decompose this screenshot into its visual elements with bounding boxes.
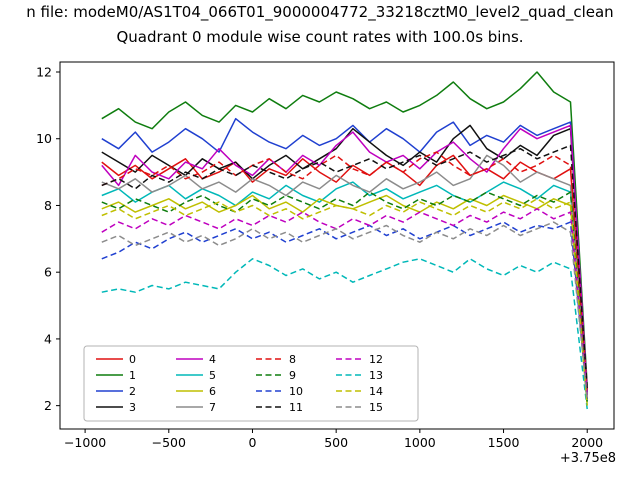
series-line-5 [101,181,588,403]
y-tick-label: 6 [44,265,52,280]
series-line-13 [101,258,588,410]
legend-label-6: 6 [209,385,216,398]
series-line-10 [101,221,588,400]
legend-label-0: 0 [129,353,136,366]
series-line-12 [101,208,588,396]
series-line-11 [101,144,588,390]
legend-label-7: 7 [209,401,216,414]
y-tick-label: 12 [36,65,52,80]
series-line-4 [101,124,588,390]
figure-suptitle-filename: n file: modeM0/AS1T04_066T01_9000004772_… [26,3,614,21]
series-line-1 [101,71,588,386]
series-line-0 [101,154,588,400]
legend-label-14: 14 [369,385,383,398]
x-tick-label: 1000 [404,435,436,450]
y-tick-label: 10 [36,131,52,146]
x-tick-label: 1500 [488,435,520,450]
legend-label-5: 5 [209,369,216,382]
legend-label-3: 3 [129,401,136,414]
legend-box [83,345,419,422]
series-line-9 [101,191,588,403]
legend-label-10: 10 [289,385,303,398]
legend-label-1: 1 [129,369,136,382]
series-line-2 [101,117,588,393]
axes-title: Quadrant 0 module wise count rates with … [116,28,524,46]
legend-label-4: 4 [209,353,216,366]
y-tick-label: 2 [44,398,52,413]
axes-frame [59,61,615,430]
legend-label-2: 2 [129,385,136,398]
series-line-7 [101,154,588,396]
series-line-14 [101,198,588,406]
x-tick-label: 0 [249,435,257,450]
x-tick-label: −1000 [64,435,106,450]
legend-label-15: 15 [369,401,383,414]
y-tick-label: 4 [44,331,52,346]
x-tick-label: −500 [152,435,186,450]
legend-label-8: 8 [289,353,296,366]
series-line-15 [101,221,588,400]
legend-label-12: 12 [369,353,383,366]
x-tick-label: 2000 [571,435,603,450]
x-axis-offset-label: +3.75e8 [559,451,616,466]
legend-label-13: 13 [369,369,383,382]
x-tick-label: 500 [324,435,348,450]
legend-label-9: 9 [289,369,296,382]
legend-label-11: 11 [289,401,303,414]
y-tick-label: 8 [44,198,52,213]
